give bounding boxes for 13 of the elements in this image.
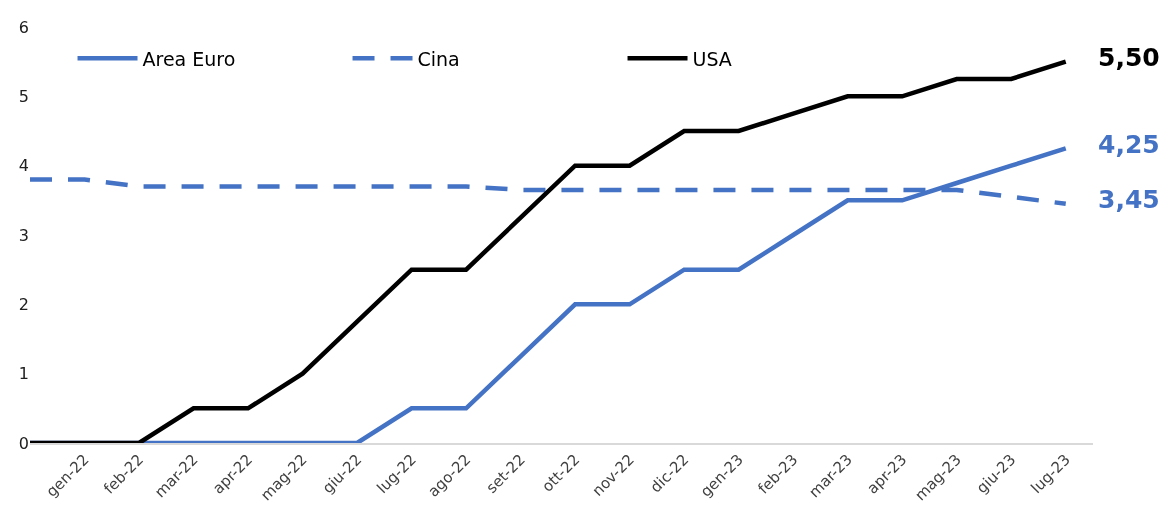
- y-tick-label: 4: [18, 156, 29, 176]
- legend-label: USA: [692, 47, 732, 70]
- legend-label: Cina: [417, 47, 460, 70]
- data-label: 5,50: [1098, 43, 1160, 72]
- legend-label: Area Euro: [142, 47, 236, 70]
- y-tick-label: 6: [18, 17, 29, 37]
- y-tick-label: 5: [18, 86, 29, 106]
- y-tick-label: 0: [18, 433, 29, 453]
- data-label: 3,45: [1098, 185, 1160, 214]
- y-tick-label: 2: [18, 294, 29, 314]
- y-tick-label: 1: [18, 364, 29, 384]
- data-label: 4,25: [1098, 130, 1160, 159]
- y-tick-label: 3: [18, 225, 29, 245]
